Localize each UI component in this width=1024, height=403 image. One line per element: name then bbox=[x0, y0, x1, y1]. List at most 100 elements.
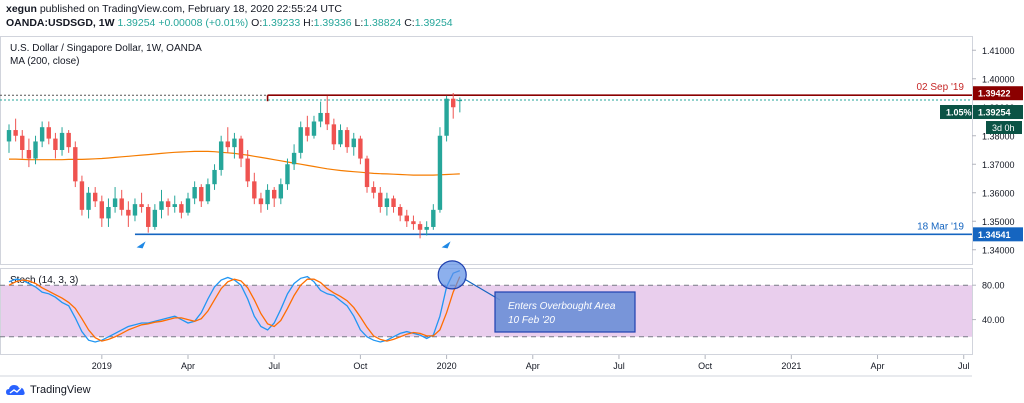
price-axis-label: 1.35000 bbox=[982, 217, 1015, 227]
candle-body bbox=[384, 198, 390, 207]
price-axis-label: 1.40000 bbox=[982, 74, 1015, 84]
tradingview-cloud-icon bbox=[6, 385, 25, 395]
footer: TradingView bbox=[0, 378, 1024, 403]
candle-body bbox=[238, 138, 244, 159]
candle-body bbox=[225, 141, 230, 148]
candle-body bbox=[212, 169, 217, 185]
stoch-axis-label: 40.00 bbox=[982, 315, 1005, 325]
candle-body bbox=[291, 152, 297, 165]
candle-body bbox=[218, 141, 224, 170]
stoch-line-d bbox=[8, 276, 461, 342]
countdown-badge-bg bbox=[986, 121, 1022, 135]
resistance-price-badge: 1.39422 bbox=[978, 89, 1011, 99]
published-info: published on TradingView.com, February 1… bbox=[39, 3, 343, 15]
candle-body bbox=[33, 141, 38, 159]
candle-body bbox=[26, 150, 32, 159]
candle-body bbox=[66, 132, 71, 148]
candle-body bbox=[92, 192, 98, 202]
tradingview-logo[interactable]: TradingView bbox=[6, 384, 91, 396]
close-label: C: bbox=[404, 17, 415, 29]
time-axis-label: Apr bbox=[181, 361, 195, 371]
candle-body bbox=[444, 98, 449, 136]
high-value: 1.39336 bbox=[313, 17, 352, 29]
support-price-badge-bg bbox=[973, 227, 1023, 242]
candle-body bbox=[106, 207, 111, 219]
last-price: 1.39254 bbox=[117, 17, 156, 29]
candle-body bbox=[344, 130, 350, 148]
candle-body bbox=[318, 112, 323, 122]
stoch-pane-title: Stoch (14, 3, 3) bbox=[10, 275, 78, 286]
annotation-text-line2: 10 Feb '20 bbox=[508, 315, 555, 326]
candle-body bbox=[371, 187, 376, 193]
candle-body bbox=[411, 221, 416, 225]
candle-body bbox=[20, 135, 25, 150]
candle-body bbox=[351, 138, 356, 148]
chart-header: xegun published on TradingView.com, Febr… bbox=[0, 0, 1024, 32]
stoch-pane-frame bbox=[0, 268, 973, 355]
candle-body bbox=[179, 204, 184, 213]
candle-body bbox=[285, 164, 290, 185]
candle-body bbox=[53, 138, 58, 150]
candle-body bbox=[6, 130, 12, 142]
time-axis-label: Oct bbox=[353, 361, 368, 371]
ohlc-line: OANDA:USDSGD, 1W 1.39254 +0.00008 (+0.01… bbox=[6, 17, 453, 29]
candle-body bbox=[378, 192, 383, 207]
support-price-badge: 1.34541 bbox=[978, 230, 1011, 240]
candle-body bbox=[265, 189, 270, 205]
candle-body bbox=[338, 130, 343, 145]
current-price-badge-bg bbox=[973, 105, 1023, 120]
candle-body bbox=[159, 201, 164, 210]
annotation-text-line1: Enters Overbought Area bbox=[508, 301, 616, 312]
candle-body bbox=[325, 112, 330, 125]
time-axis-label: 2021 bbox=[781, 361, 801, 371]
time-axis-label: Jul bbox=[958, 361, 970, 371]
candle-body bbox=[278, 184, 284, 199]
candle-body bbox=[59, 132, 65, 150]
candle-body bbox=[364, 158, 370, 188]
price-axis-label: 1.38000 bbox=[982, 131, 1015, 141]
candle-body bbox=[146, 207, 151, 227]
price-axis-label: 1.36000 bbox=[982, 188, 1015, 198]
price-pane-title: U.S. Dollar / Singapore Dollar, 1W, OAND… bbox=[10, 43, 202, 54]
stoch-axis-label: 80.00 bbox=[982, 281, 1005, 291]
stoch-band-fill bbox=[1, 285, 972, 337]
annotation-circle bbox=[437, 260, 467, 290]
time-axis-label: Apr bbox=[526, 361, 540, 371]
candle-body bbox=[172, 204, 177, 207]
candle-body bbox=[457, 100, 463, 102]
pattern-marker-icon bbox=[441, 241, 451, 249]
candle-body bbox=[132, 204, 138, 216]
resistance-price-badge-bg bbox=[973, 86, 1023, 101]
symbol-label: OANDA:USDSGD, 1W bbox=[6, 17, 115, 29]
candle-body bbox=[13, 130, 18, 136]
high-label: H: bbox=[303, 17, 314, 29]
candle-body bbox=[99, 201, 105, 219]
price-axis-label: 1.41000 bbox=[982, 46, 1015, 56]
candle-body bbox=[112, 198, 118, 207]
candle-body bbox=[139, 204, 144, 207]
candle-body bbox=[192, 187, 197, 199]
candle-body bbox=[424, 226, 429, 230]
low-label: L: bbox=[354, 17, 364, 29]
resistance-date-label: 02 Sep '19 bbox=[916, 82, 964, 93]
candle-body bbox=[311, 121, 317, 136]
percent-change-badge: 1.05% bbox=[946, 108, 972, 118]
candle-body bbox=[431, 209, 436, 227]
candle-body bbox=[437, 135, 443, 210]
current-price-badge: 1.39254 bbox=[978, 108, 1011, 118]
publisher-username[interactable]: xegun bbox=[6, 3, 37, 15]
support-date-label: 18 Mar '19 bbox=[917, 221, 964, 232]
price-axis-label: 1.37000 bbox=[982, 160, 1015, 170]
percent-change-badge-bg bbox=[940, 105, 972, 120]
close-value: 1.39254 bbox=[414, 17, 453, 29]
time-axis-label: Jul bbox=[268, 361, 280, 371]
candle-body bbox=[199, 187, 204, 202]
pattern-marker-icon bbox=[136, 241, 146, 249]
candle-body bbox=[451, 98, 456, 108]
open-value: 1.39233 bbox=[262, 17, 301, 29]
candle-body bbox=[126, 209, 131, 216]
annotation-connector bbox=[463, 278, 501, 301]
candle-body bbox=[205, 184, 211, 202]
candle-body bbox=[119, 198, 124, 210]
